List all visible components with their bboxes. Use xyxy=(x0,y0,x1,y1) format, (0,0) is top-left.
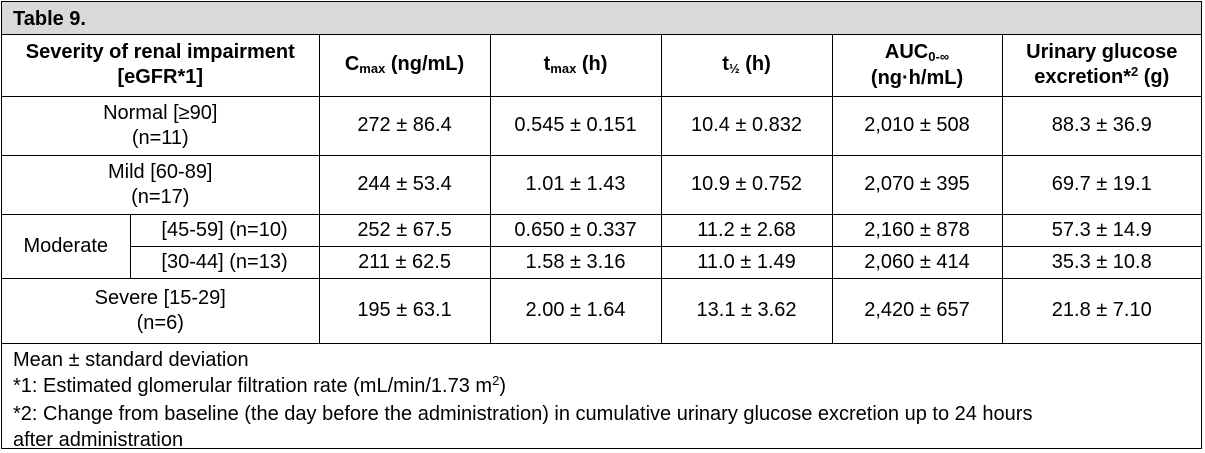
footnote-2: *2: Change from baseline (the day before… xyxy=(13,403,1033,425)
cell-cmax: 211 ± 62.5 xyxy=(318,245,491,279)
cell-thalf: 13.1 ± 3.62 xyxy=(660,277,833,344)
header-urinary-unit: (g) xyxy=(1138,65,1170,88)
header-severity-footnote-ref: 1 xyxy=(185,66,197,89)
header-auc-sub: 0-∞ xyxy=(928,48,950,64)
header-thalf: t½ (h) xyxy=(660,35,833,97)
row-label-line1: Normal [≥90] xyxy=(103,101,218,124)
footnote-2-continued: after administration xyxy=(13,429,184,451)
table-title-bar: Table 9. xyxy=(2,2,1201,35)
cell-tmax: 1.58 ± 3.16 xyxy=(489,245,662,279)
footnote-1-superscript: 2 xyxy=(492,373,500,388)
header-auc-unit: (ng·h/mL) xyxy=(870,66,964,89)
row-label-line1: Mild [60-89] xyxy=(108,160,213,183)
header-urinary: Urinary glucose excretion*2 (g) xyxy=(1001,35,1202,97)
header-auc: AUC0-∞ (ng·h/mL) xyxy=(831,35,1003,97)
table-row-severe: Severe [15-29] (n=6) 195 ± 63.1 2.00 ± 1… xyxy=(2,277,1202,344)
row-label: Severe [15-29] (n=6) xyxy=(2,277,320,344)
cell-tmax: 1.01 ± 1.43 xyxy=(489,154,662,215)
row-label-line1: Severe [15-29] xyxy=(94,286,226,309)
footnote-1: *1: Estimated glomerular filtration rate… xyxy=(13,373,1190,401)
cell-auc: 2,010 ± 508 xyxy=(831,95,1003,156)
table-row-moderate-1: Moderate [45-59] (n=10) 252 ± 67.5 0.650… xyxy=(2,213,1202,279)
row-group-moderate: Moderate xyxy=(2,213,131,279)
header-urinary-footnote-ref: 2 xyxy=(1130,63,1139,79)
cell-urinary: 69.7 ± 19.1 xyxy=(1001,154,1202,215)
header-tmax-main: t xyxy=(543,53,551,76)
header-severity: Severity of renal impairment [eGFR*1] xyxy=(2,35,320,97)
table-row-moderate-2: [30-44] (n=13) 211 ± 62.5 1.58 ± 3.16 11… xyxy=(2,245,1202,279)
header-row: Severity of renal impairment [eGFR*1] Cm… xyxy=(2,35,1202,97)
cell-urinary: 35.3 ± 10.8 xyxy=(1001,245,1202,279)
header-auc-line1: AUC0-∞ xyxy=(833,40,1002,66)
cell-tmax: 0.545 ± 0.151 xyxy=(489,95,662,156)
cell-urinary: 88.3 ± 36.9 xyxy=(1001,95,1202,156)
row-label-line2: (n=6) xyxy=(136,311,184,334)
cell-cmax: 272 ± 86.4 xyxy=(318,95,491,156)
header-severity-line2: [eGFR*1] xyxy=(2,65,319,90)
header-urinary-line2: excretion*2 (g) xyxy=(1003,63,1202,91)
header-thalf-sub: ½ xyxy=(728,61,740,77)
cell-thalf: 11.0 ± 1.49 xyxy=(660,245,833,279)
row-sublabel: [30-44] (n=13) xyxy=(130,245,320,279)
header-severity-bracket: ] xyxy=(196,66,204,89)
cell-thalf: 11.2 ± 2.68 xyxy=(660,213,833,247)
table-title: Table 9. xyxy=(13,8,86,30)
header-cmax-unit: (ng/mL) xyxy=(385,53,465,76)
header-tmax-sub: max xyxy=(550,61,577,77)
header-tmax-unit: (h) xyxy=(576,53,608,76)
cell-auc: 2,060 ± 414 xyxy=(831,245,1003,279)
header-cmax: Cmax (ng/mL) xyxy=(318,35,491,97)
row-label-line2: (n=17) xyxy=(131,185,190,208)
footnote-1-text: *1: Estimated glomerular filtration rate… xyxy=(13,375,493,397)
header-urinary-excretion: excretion* xyxy=(1034,65,1131,88)
row-sublabel: [45-59] (n=10) xyxy=(129,213,320,247)
footnote-mean-sd: Mean ± standard deviation xyxy=(13,349,249,371)
header-severity-line1: Severity of renal impairment xyxy=(25,41,295,64)
cell-urinary: 57.3 ± 14.9 xyxy=(1001,213,1202,247)
header-auc-main: AUC xyxy=(884,40,929,63)
row-label-line2: (n=11) xyxy=(131,126,189,149)
pk-table: Severity of renal impairment [eGFR*1] Cm… xyxy=(2,35,1202,344)
cell-cmax: 195 ± 63.1 xyxy=(318,277,491,344)
table-footnotes: Mean ± standard deviation *1: Estimated … xyxy=(2,343,1201,451)
cell-auc: 2,420 ± 657 xyxy=(831,277,1003,344)
header-cmax-sub: max xyxy=(359,61,386,77)
cell-cmax: 252 ± 67.5 xyxy=(318,213,491,247)
cell-tmax: 0.650 ± 0.337 xyxy=(489,213,662,247)
header-thalf-main: t xyxy=(722,53,729,76)
table-row-mild: Mild [60-89] (n=17) 244 ± 53.4 1.01 ± 1.… xyxy=(2,154,1202,215)
row-label: Normal [≥90] (n=11) xyxy=(2,95,320,156)
footnote-1-close: ) xyxy=(499,375,506,397)
cell-cmax: 244 ± 53.4 xyxy=(318,154,491,215)
cell-tmax: 2.00 ± 1.64 xyxy=(489,277,662,344)
cell-auc: 2,160 ± 878 xyxy=(831,213,1003,247)
cell-thalf: 10.9 ± 0.752 xyxy=(660,154,833,215)
header-cmax-main: C xyxy=(344,53,360,76)
header-tmax: tmax (h) xyxy=(489,35,662,97)
cell-urinary: 21.8 ± 7.10 xyxy=(1001,277,1202,344)
cell-auc: 2,070 ± 395 xyxy=(831,154,1003,215)
table-row-normal: Normal [≥90] (n=11) 272 ± 86.4 0.545 ± 0… xyxy=(2,95,1202,156)
cell-thalf: 10.4 ± 0.832 xyxy=(660,95,833,156)
header-thalf-unit: (h) xyxy=(739,53,771,76)
header-urinary-line1: Urinary glucose xyxy=(1026,40,1178,63)
row-label: Mild [60-89] (n=17) xyxy=(2,154,320,215)
header-severity-egfr: [eGFR* xyxy=(117,66,186,89)
